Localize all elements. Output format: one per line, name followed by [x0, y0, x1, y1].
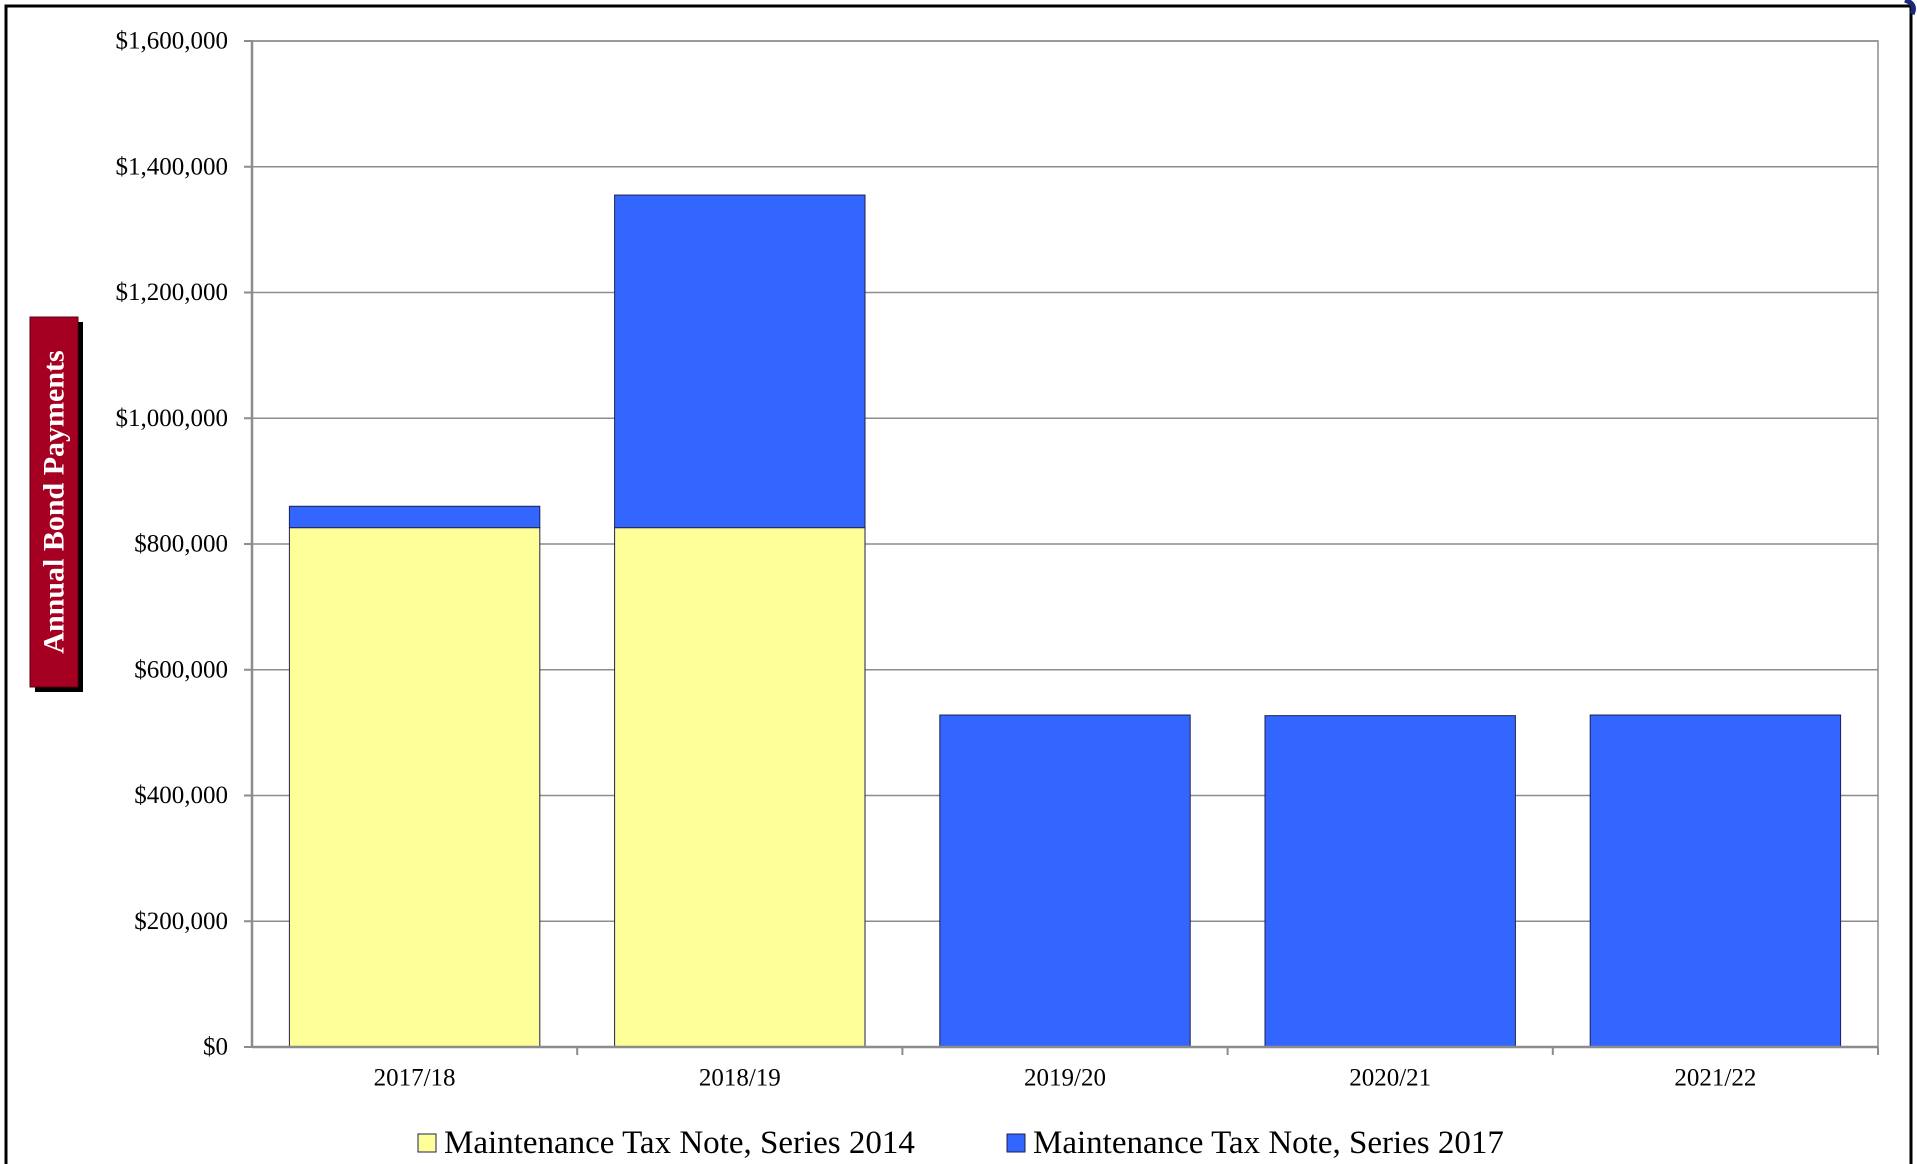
bar-segment-1 [288, 527, 541, 1048]
y-axis-title-text: Annual Bond Payments [38, 350, 71, 653]
y-tick-label: $200,000 [134, 908, 228, 935]
x-tick-label: 2019/20 [1024, 1065, 1106, 1092]
bar-segment-2 [288, 505, 541, 529]
bar-segment-2 [939, 714, 1191, 1048]
bar-segment-2 [614, 194, 866, 529]
x-tick-label: 2018/19 [699, 1065, 781, 1092]
bar-segment-1 [614, 527, 866, 1048]
legend-swatch [417, 1133, 437, 1153]
y-tick-label: $1,400,000 [116, 153, 229, 180]
corner-mark-icon [1904, 0, 1916, 16]
x-tick-label: 2020/21 [1349, 1065, 1431, 1092]
legend-label: Maintenance Tax Note, Series 2017 [1033, 1125, 1504, 1161]
y-axis-title: Annual Bond Payments [29, 316, 83, 692]
y-tick-label: $1,200,000 [116, 279, 229, 306]
bars [288, 194, 1842, 1048]
bar-segment-2 [1264, 715, 1516, 1048]
y-axis-title-box [29, 316, 79, 688]
x-tick-label: 2021/22 [1674, 1065, 1756, 1092]
axes [244, 40, 1879, 1055]
y-tick-label: $600,000 [134, 656, 228, 683]
y-tick-label: $800,000 [134, 531, 228, 558]
y-tick-label: $400,000 [134, 782, 228, 809]
legend: Maintenance Tax Note, Series 2014 Mainten… [417, 1125, 1504, 1161]
y-tick-label: $0 [203, 1034, 228, 1061]
x-tick-label: 2017/18 [374, 1065, 456, 1092]
bar-segment-2 [1589, 714, 1842, 1048]
legend-label: Maintenance Tax Note, Series 2014 [444, 1125, 915, 1161]
y-tick-labels: $0 $200,000 $400,000 $600,000 $800,000 $1,000… [116, 28, 229, 1061]
legend-swatch [1006, 1133, 1026, 1153]
y-tick-label: $1,600,000 [116, 28, 229, 55]
y-tick-label: $1,000,000 [116, 405, 229, 432]
x-tick-labels: 2017/18 2018/19 2019/20 2020/21 2021/22 [374, 1065, 1757, 1092]
